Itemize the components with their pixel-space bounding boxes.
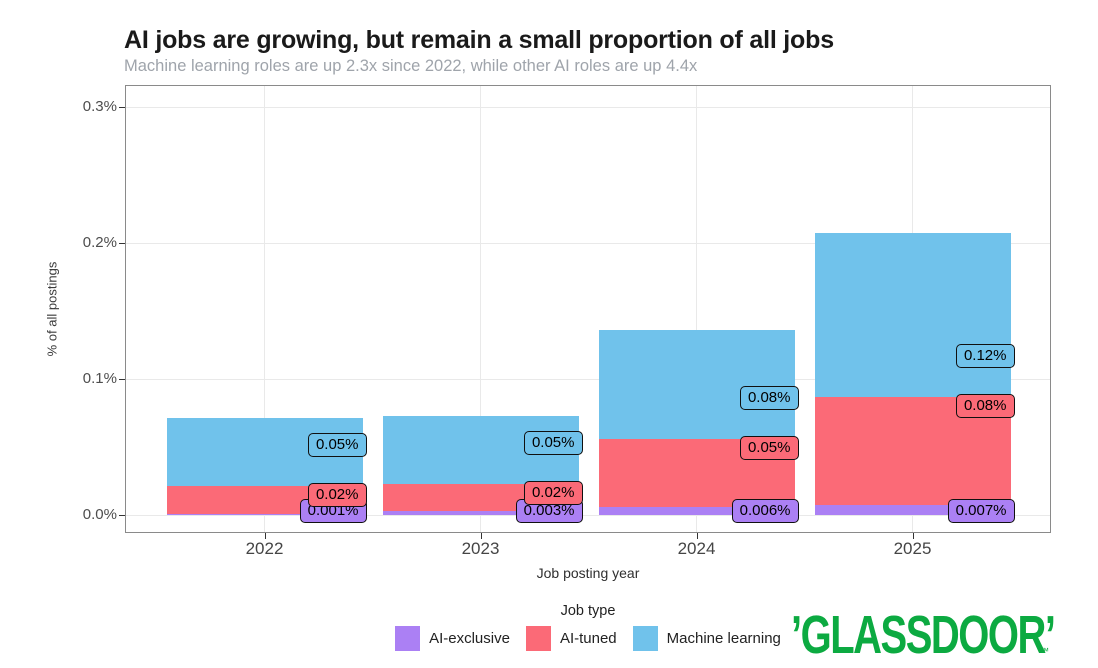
plot-panel-border <box>125 85 1051 533</box>
value-label-2023-machine-learning: 0.05% <box>523 430 583 455</box>
x-tick-2023 <box>480 533 482 539</box>
legend-item-machine-learning: Machine learning <box>632 626 781 651</box>
y-tick-0.1% <box>119 379 125 380</box>
value-label-2023-ai-tuned: 0.02% <box>523 480 583 505</box>
legend-label-ai-exclusive: AI-exclusive <box>429 630 510 647</box>
gridline-x-2022 <box>264 85 265 533</box>
value-label-2025-machine-learning: 0.12% <box>955 343 1015 368</box>
x-tick-2025 <box>912 533 914 539</box>
gridline-y-0.0% <box>125 514 1051 516</box>
logo-wordmark: GLASSDOOR <box>800 605 1047 665</box>
y-tick-0.3% <box>119 107 125 108</box>
x-tick-label-2025: 2025 <box>893 539 932 558</box>
legend-label-machine-learning: Machine learning <box>666 630 781 647</box>
y-tick-label-0.2%: 0.2% <box>82 234 117 251</box>
value-label-2022-machine-learning: 0.05% <box>307 433 367 458</box>
legend-item-ai-tuned: AI-tuned <box>525 626 617 651</box>
bar-segment-2024-machine-learning <box>598 330 795 439</box>
x-tick-2024 <box>696 533 698 539</box>
glassdoor-logo: ’GLASSDOOR’ <box>791 604 1056 666</box>
chart-title: AI jobs are growing, but remain a small … <box>124 26 834 54</box>
x-tick-label-2024: 2024 <box>677 539 716 558</box>
x-axis-title: Job posting year <box>536 565 640 581</box>
legend-swatch-ai-exclusive <box>395 626 421 651</box>
bar-segment-2025-ai-exclusive <box>814 505 1011 515</box>
x-tick-2022 <box>264 533 266 539</box>
value-label-2024-ai-exclusive: 0.006% <box>731 499 799 523</box>
trademark-symbol: ™ <box>1040 646 1049 656</box>
legend-swatch-ai-tuned <box>525 626 551 651</box>
gridline-x-2024 <box>696 85 697 533</box>
y-tick-0.2% <box>119 243 125 244</box>
bar-segment-2025-machine-learning <box>814 233 1011 397</box>
gridline-y-0.3% <box>125 106 1051 108</box>
bar-segment-2024-ai-exclusive <box>598 506 795 515</box>
bar-segment-2023-ai-exclusive <box>382 510 579 515</box>
legend-label-ai-tuned: AI-tuned <box>559 630 617 647</box>
bar-segment-2022-ai-exclusive <box>166 513 363 515</box>
value-label-2024-machine-learning: 0.08% <box>739 385 799 410</box>
y-tick-label-0.3%: 0.3% <box>82 98 117 115</box>
y-tick-0.0% <box>119 515 125 516</box>
gridline-x-2023 <box>480 85 481 533</box>
value-label-2024-ai-tuned: 0.05% <box>739 435 799 460</box>
logo-open-quote-icon: ’ <box>791 605 802 665</box>
y-tick-label-0.0%: 0.0% <box>82 506 117 523</box>
logo-close-quote-icon: ’ <box>1044 605 1056 665</box>
y-tick-label-0.1%: 0.1% <box>82 370 117 387</box>
legend-item-ai-exclusive: AI-exclusive <box>395 626 510 651</box>
value-label-2025-ai-exclusive: 0.007% <box>947 499 1015 523</box>
x-tick-label-2022: 2022 <box>245 539 284 558</box>
legend: AI-exclusive AI-tuned Machine learning <box>125 626 1051 651</box>
x-tick-label-2023: 2023 <box>461 539 500 558</box>
gridline-y-0.1% <box>125 378 1051 380</box>
gridline-y-0.2% <box>125 242 1051 244</box>
legend-title: Job type <box>560 603 616 619</box>
legend-swatch-machine-learning <box>632 626 658 651</box>
chart-subtitle: Machine learning roles are up 2.3x since… <box>124 57 698 75</box>
value-label-2025-ai-tuned: 0.08% <box>955 393 1015 418</box>
value-label-2022-ai-tuned: 0.02% <box>307 483 367 508</box>
